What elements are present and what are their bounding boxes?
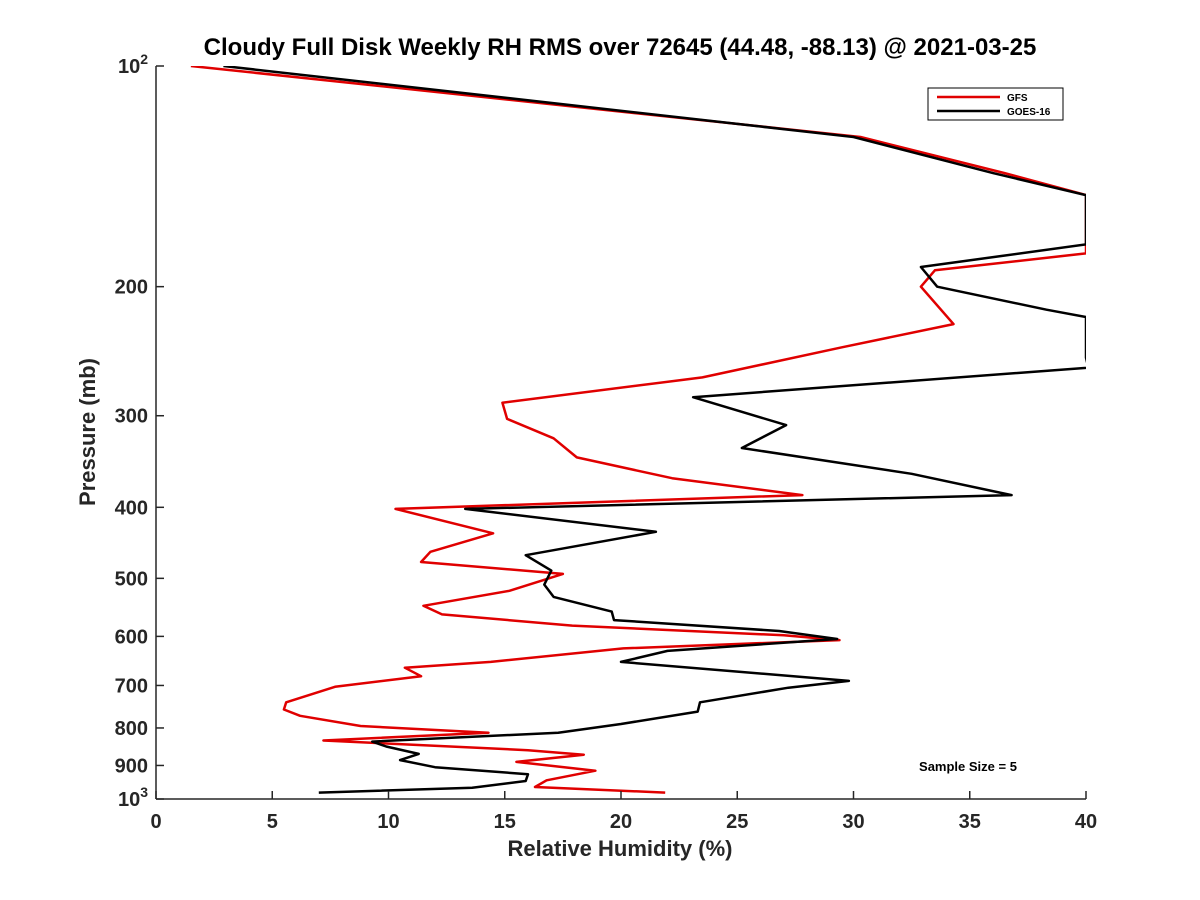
x-tick-label: 40 xyxy=(1075,811,1097,833)
legend-label-gfs: GFS xyxy=(1007,93,1028,104)
y-tick-label: 400 xyxy=(115,497,148,519)
axis-layer: 0 5 10 15 20 25 30 35 40 102 200 300 400 500 600 700 800… xyxy=(115,51,1098,833)
y-tick-label: 800 xyxy=(115,718,148,740)
legend: GFS GOES-16 xyxy=(927,87,1064,121)
legend-box xyxy=(927,87,1064,121)
x-tick-label: 0 xyxy=(150,811,161,833)
sample-size-annotation: Sample Size = 5 xyxy=(919,759,1017,774)
chart-title: Cloudy Full Disk Weekly RH RMS over 7264… xyxy=(204,34,1037,61)
y-tick-label: 500 xyxy=(115,568,148,590)
y-tick-label: 103 xyxy=(118,784,148,811)
x-axis-label: Relative Humidity (%) xyxy=(508,836,733,861)
x-tick-label: 5 xyxy=(267,811,278,833)
series-line-gfs xyxy=(190,66,1086,794)
plot-area: 0 5 10 15 20 25 30 35 40 102 200 300 400 500 600 700 800… xyxy=(115,51,1098,833)
y-tick-label: 300 xyxy=(115,406,148,428)
x-tick-label: 20 xyxy=(610,811,632,833)
x-tick-label: 25 xyxy=(726,811,748,833)
series-layer xyxy=(190,66,1086,794)
x-tick-label: 30 xyxy=(842,811,864,833)
y-tick-label: 700 xyxy=(115,675,148,697)
y-tick-label: 600 xyxy=(115,626,148,648)
legend-label-goes-16: GOES-16 xyxy=(1007,107,1051,118)
x-tick-label: 10 xyxy=(377,811,399,833)
x-tick-label: 15 xyxy=(494,811,516,833)
y-axis-label: Pressure (mb) xyxy=(75,358,100,506)
y-tick-label: 900 xyxy=(115,755,148,777)
series-line-goes-16 xyxy=(223,66,1086,794)
x-tick-label: 35 xyxy=(959,811,981,833)
y-tick-label: 200 xyxy=(115,277,148,299)
y-tick-label: 102 xyxy=(118,51,148,78)
